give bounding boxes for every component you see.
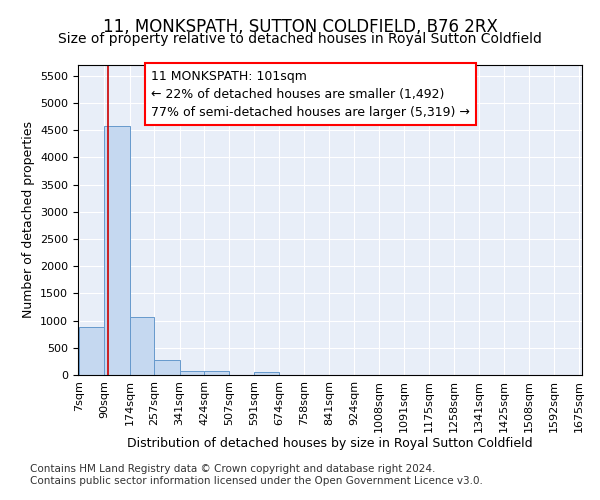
Bar <box>104 126 130 375</box>
Text: Size of property relative to detached houses in Royal Sutton Coldfield: Size of property relative to detached ho… <box>58 32 542 46</box>
Bar <box>130 318 154 375</box>
Bar <box>154 360 179 375</box>
Text: Contains HM Land Registry data © Crown copyright and database right 2024.: Contains HM Land Registry data © Crown c… <box>30 464 436 474</box>
Bar <box>254 372 279 375</box>
Text: 11 MONKSPATH: 101sqm
← 22% of detached houses are smaller (1,492)
77% of semi-de: 11 MONKSPATH: 101sqm ← 22% of detached h… <box>151 70 470 118</box>
Bar <box>79 327 104 375</box>
Bar <box>205 371 229 375</box>
Text: Contains public sector information licensed under the Open Government Licence v3: Contains public sector information licen… <box>30 476 483 486</box>
Text: 11, MONKSPATH, SUTTON COLDFIELD, B76 2RX: 11, MONKSPATH, SUTTON COLDFIELD, B76 2RX <box>103 18 497 36</box>
Bar <box>179 371 205 375</box>
Y-axis label: Number of detached properties: Number of detached properties <box>22 122 35 318</box>
X-axis label: Distribution of detached houses by size in Royal Sutton Coldfield: Distribution of detached houses by size … <box>127 438 533 450</box>
